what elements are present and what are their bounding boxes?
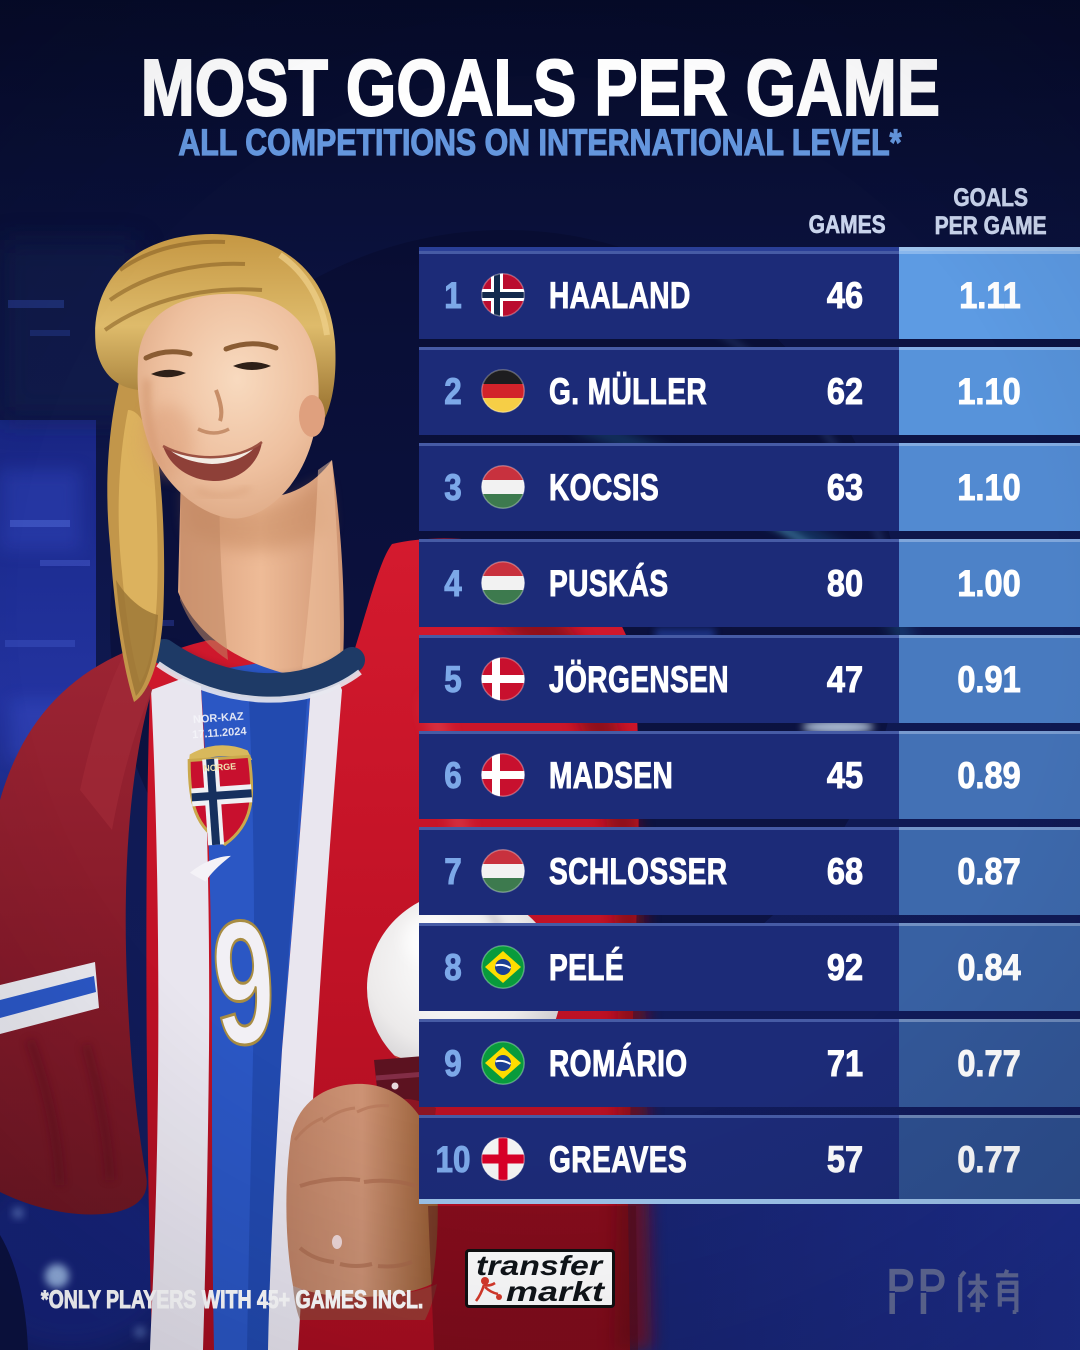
svg-text:9: 9 [207,883,281,1084]
svg-text:NOR-KAZ: NOR-KAZ [193,711,245,727]
svg-text:NORGE: NORGE [203,761,237,773]
svg-text:17.11.2024: 17.11.2024 [192,725,248,741]
svg-text:markt: markt [506,1276,606,1305]
svg-text:transfer: transfer [476,1252,605,1281]
